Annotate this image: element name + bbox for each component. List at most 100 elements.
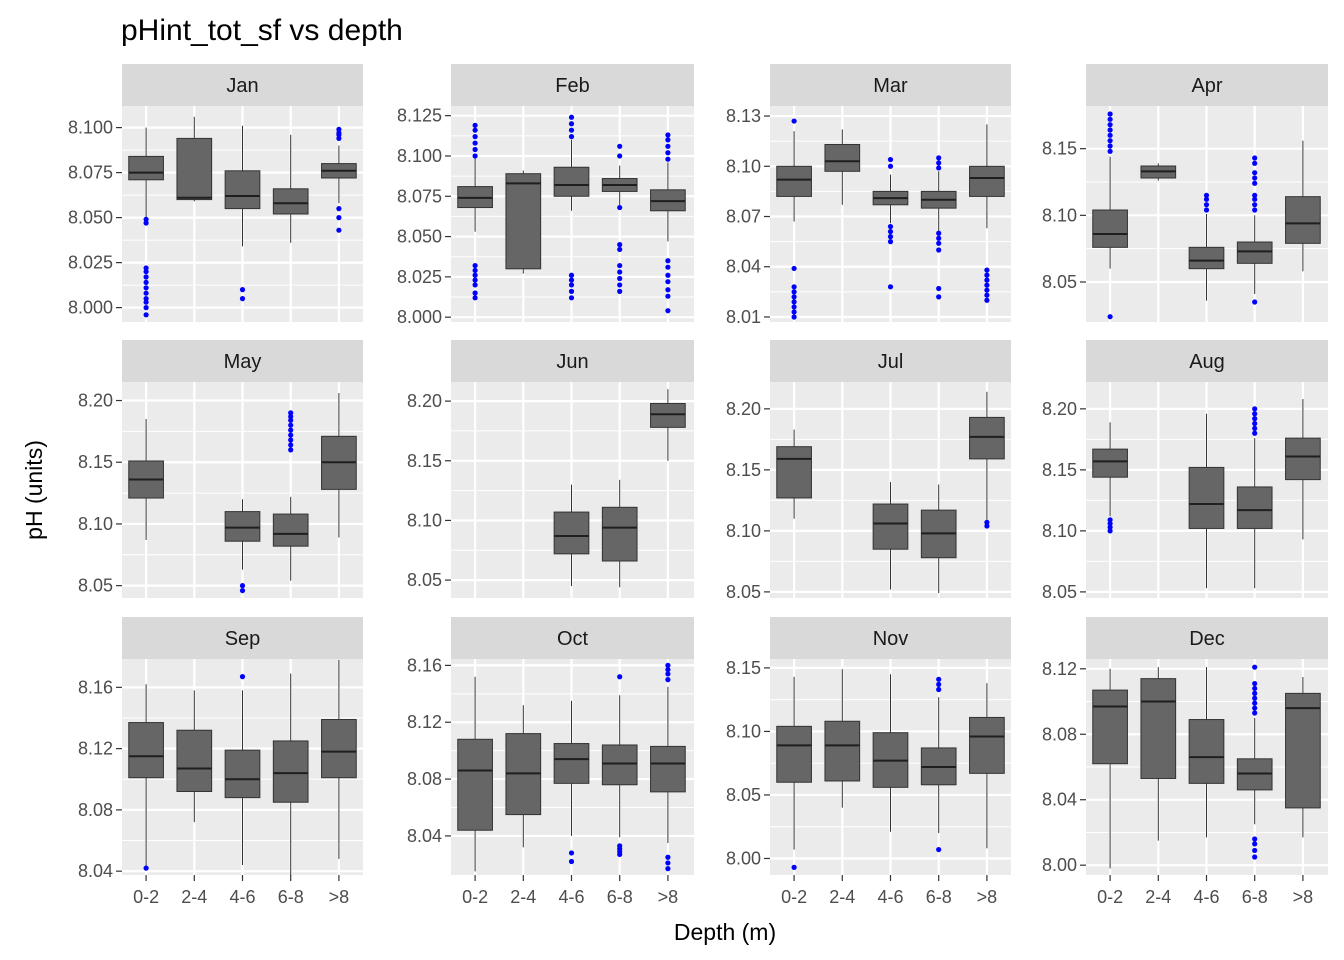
box-6-8 xyxy=(920,676,957,853)
y-tick-label: 8.20 xyxy=(1042,399,1077,419)
x-tick-label: 2-4 xyxy=(181,887,207,907)
y-tick-label: 8.10 xyxy=(407,510,442,530)
outlier-point xyxy=(665,671,671,677)
outlier-point xyxy=(1252,854,1258,860)
facet-strip-label: Mar xyxy=(873,75,908,97)
box-iqr xyxy=(128,722,164,779)
y-tick-label: 8.20 xyxy=(407,391,442,411)
outlier-point xyxy=(288,417,294,423)
y-tick-label: 8.100 xyxy=(68,118,113,138)
facet-strip-label: Dec xyxy=(1189,628,1225,650)
outlier-point xyxy=(887,223,894,230)
outlier-point xyxy=(239,296,246,302)
x-tick-label: 0-2 xyxy=(133,887,159,907)
outlier-point xyxy=(984,272,990,278)
outlier-point xyxy=(617,242,623,248)
box-iqr xyxy=(553,743,590,784)
x-tick-label: >8 xyxy=(977,887,998,907)
box-6-8 xyxy=(601,143,638,294)
facet-strip-label: Sep xyxy=(225,628,261,650)
outlier-point xyxy=(472,262,478,269)
x-tick-label: 6-8 xyxy=(1242,887,1268,907)
outlier-point xyxy=(936,160,942,166)
y-tick-label: 8.20 xyxy=(78,391,113,411)
outlier-point xyxy=(336,227,342,233)
outlier-point xyxy=(1107,122,1113,128)
outlier-point xyxy=(936,247,942,253)
y-tick-label: 8.05 xyxy=(78,576,113,596)
x-tick-label: 6-8 xyxy=(607,887,633,907)
outlier-point xyxy=(143,296,149,302)
outlier-point xyxy=(936,240,942,246)
facet-dec: Dec 8.00 8.04 8.08 8.12 0-2 2-4 4-6 6-8 >8 xyxy=(1042,617,1328,907)
outlier-point xyxy=(1252,416,1258,422)
box->8 xyxy=(969,683,1005,849)
outlier-point xyxy=(617,262,623,269)
box-0-2 xyxy=(128,127,164,318)
outlier-point xyxy=(143,220,149,226)
outlier-point xyxy=(1252,841,1258,847)
y-tick-label: 8.075 xyxy=(397,186,442,206)
outlier-point xyxy=(1252,411,1258,417)
outlier-point xyxy=(1252,710,1258,716)
box-iqr xyxy=(1188,246,1225,270)
box-iqr xyxy=(1140,678,1177,779)
x-tick-label: 4-6 xyxy=(229,887,255,907)
outlier-point xyxy=(791,299,797,305)
box->8 xyxy=(1285,140,1321,272)
box-0-2 xyxy=(776,118,812,320)
box-4-6 xyxy=(872,674,909,832)
outlier-point xyxy=(887,228,894,235)
box-iqr xyxy=(224,511,261,542)
box-iqr xyxy=(969,165,1005,197)
outlier-point xyxy=(936,235,942,241)
outlier-point xyxy=(1107,314,1113,320)
outlier-point xyxy=(665,677,671,683)
outlier-point xyxy=(1252,847,1258,854)
box-iqr xyxy=(1236,486,1273,529)
box-iqr xyxy=(601,744,638,786)
chart-title: pHint_tot_sf vs depth xyxy=(121,14,403,47)
outlier-point xyxy=(288,432,294,438)
box-2-4 xyxy=(176,116,213,202)
outlier-point xyxy=(617,143,623,149)
outlier-point xyxy=(1252,180,1258,186)
box->8 xyxy=(321,393,357,538)
outlier-point xyxy=(1107,520,1113,527)
outlier-point xyxy=(1107,528,1113,534)
x-tick-label: 6-8 xyxy=(278,887,304,907)
outlier-point xyxy=(143,865,149,871)
outlier-point xyxy=(617,153,623,159)
box-2-4 xyxy=(176,690,213,823)
facet-jan: Jan 8.000 8.025 8.050 8.075 8.100 xyxy=(68,64,363,322)
outlier-point xyxy=(665,854,671,860)
box-iqr xyxy=(1285,437,1321,481)
x-tick-label: 0-2 xyxy=(1097,887,1123,907)
y-tick-label: 8.10 xyxy=(1042,205,1077,225)
facet-jun: Jun 8.05 8.10 8.15 8.20 xyxy=(407,340,694,598)
box-2-4 xyxy=(1140,163,1177,181)
x-tick-label: 2-4 xyxy=(829,887,855,907)
outlier-point xyxy=(887,284,894,290)
outlier-point xyxy=(665,258,671,264)
y-tick-label: 8.00 xyxy=(1042,855,1077,875)
x-tick-label: 0-2 xyxy=(781,887,807,907)
outlier-point xyxy=(936,155,942,161)
box-iqr xyxy=(824,144,861,172)
box-iqr xyxy=(321,719,357,779)
outlier-point xyxy=(1107,524,1113,530)
box-0-2 xyxy=(128,684,164,871)
x-tick-label: 6-8 xyxy=(926,887,952,907)
outlier-point xyxy=(936,285,942,292)
outlier-point xyxy=(1203,192,1210,198)
outlier-point xyxy=(617,288,623,294)
outlier-point xyxy=(143,290,149,296)
outlier-point xyxy=(1252,406,1258,412)
outlier-point xyxy=(791,304,797,310)
outlier-point xyxy=(288,447,294,453)
outlier-point xyxy=(617,275,623,282)
box-6-8 xyxy=(601,674,638,857)
facet-aug: Aug 8.05 8.10 8.15 8.20 xyxy=(1042,340,1328,602)
box-iqr xyxy=(176,137,213,201)
facet-strip-label: Nov xyxy=(873,628,909,650)
